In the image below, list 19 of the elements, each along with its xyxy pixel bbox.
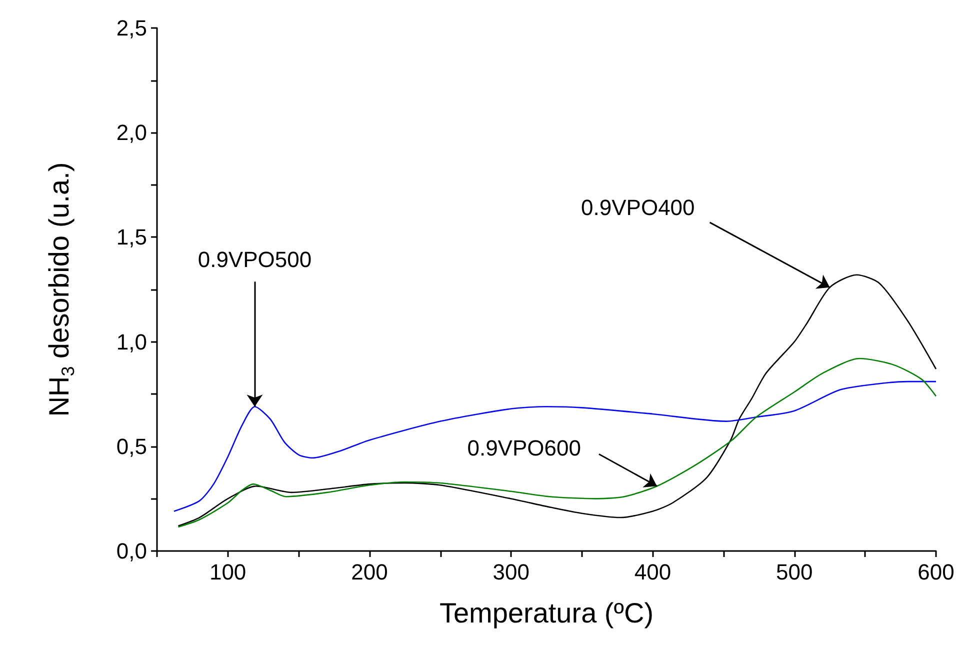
line-series [173,380,937,512]
annotation: 0.9VPO600 [467,436,581,461]
y-tick-label: 2,5 [116,16,147,40]
annotation: 0.9VPO400 [581,194,695,220]
y-tick-label: 2,0 [116,120,147,146]
y-tick-label: 1,0 [116,329,147,354]
line-series [178,358,937,528]
x-tick-label: 500 [776,560,813,584]
y-tick-label: 0,0 [116,538,147,564]
annotation: 0.9VPO500 [198,247,312,272]
y-tick-label: 0,5 [116,434,147,459]
x-tick-label: 100 [209,560,246,584]
y-axis-title: NH3 desorbido (u.a.) [44,162,78,417]
x-axis-title: Temperatura (ºC) [439,598,654,628]
x-tick-label: 200 [351,560,388,584]
x-tick-label: 400 [634,560,672,584]
y-tick-label: 1,5 [116,224,147,250]
x-tick-label: 300 [492,560,530,584]
x-tick-label: 600 [918,560,954,584]
